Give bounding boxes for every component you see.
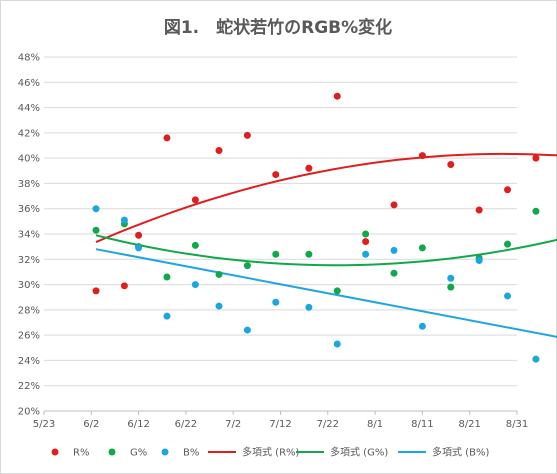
point-R%	[305, 164, 313, 172]
point-R%	[120, 282, 128, 290]
point-B%	[135, 244, 143, 252]
point-G%	[390, 269, 398, 277]
x-tick-label: 8/1	[367, 419, 383, 430]
point-R%	[243, 131, 251, 139]
x-axis-ticks: 5/23 6/2 6/12 6/22 7/2 7/12 7/22 8/1 8/11 8/21 8/3…	[33, 411, 528, 430]
y-tick-label: 20%	[18, 407, 40, 418]
y-tick-label: 32%	[18, 255, 40, 266]
legend: R% G% B% 多項式 (R%) 多項式 (G%) 多項式 (B%)	[51, 446, 489, 459]
point-R%	[418, 152, 426, 160]
point-R%	[191, 196, 199, 204]
point-R%	[135, 231, 143, 239]
trendline-G%	[95, 234, 557, 267]
point-B%	[163, 312, 171, 320]
point-B%	[532, 355, 540, 363]
point-B%	[215, 302, 223, 310]
x-tick-label: 5/23	[33, 419, 55, 430]
point-R%	[333, 92, 341, 100]
point-G%	[305, 250, 313, 258]
point-B%	[362, 250, 370, 258]
point-B%	[475, 257, 483, 265]
x-tick-label: 6/22	[175, 419, 197, 430]
point-G%	[215, 270, 223, 278]
point-R%	[215, 147, 223, 155]
y-tick-label: 40%	[18, 154, 40, 165]
x-tick-label: 8/11	[411, 419, 433, 430]
legend-marker	[108, 448, 116, 456]
point-B%	[333, 340, 341, 348]
y-tick-label: 34%	[18, 230, 40, 241]
point-G%	[163, 273, 171, 281]
y-axis-ticks: 20% 22% 24% 26% 28% 30% 32% 34% 36% 38% 40% 42% 44% 4…	[18, 53, 40, 418]
point-B%	[390, 246, 398, 254]
legend-label: 多項式 (B%)	[432, 446, 489, 459]
x-tick-label: 8/21	[458, 419, 480, 430]
chart-title: 図1. 蛇状若竹のRGB%変化	[164, 17, 392, 38]
point-B%	[191, 281, 199, 289]
point-B%	[305, 303, 313, 311]
legend-label: 多項式 (G%)	[330, 446, 388, 459]
legend-marker	[51, 448, 59, 456]
legend-label: G%	[130, 448, 147, 459]
point-B%	[418, 322, 426, 330]
point-B%	[272, 298, 280, 306]
point-G%	[191, 241, 199, 249]
x-tick-label: 8/31	[506, 419, 528, 430]
point-R%	[163, 134, 171, 142]
point-B%	[92, 205, 100, 213]
point-R%	[272, 171, 280, 179]
point-G%	[447, 283, 455, 291]
y-tick-label: 44%	[18, 103, 40, 114]
point-B%	[447, 274, 455, 282]
trendline-B%	[95, 248, 557, 338]
point-R%	[362, 238, 370, 246]
point-B%	[120, 216, 128, 224]
x-tick-label: 7/22	[317, 419, 339, 430]
y-tick-label: 22%	[18, 381, 40, 392]
y-tick-label: 28%	[18, 305, 40, 316]
point-R%	[92, 287, 100, 295]
data-points	[92, 92, 540, 363]
point-G%	[418, 244, 426, 252]
y-tick-label: 26%	[18, 331, 40, 342]
point-R%	[532, 154, 540, 162]
trendline-R%	[95, 152, 557, 244]
point-R%	[390, 201, 398, 209]
point-B%	[243, 326, 251, 334]
y-tick-label: 36%	[18, 204, 40, 215]
x-tick-label: 7/2	[225, 419, 241, 430]
point-G%	[243, 262, 251, 270]
point-G%	[92, 226, 100, 234]
legend-label: R%	[73, 448, 89, 459]
y-tick-label: 42%	[18, 128, 40, 139]
legend-marker	[161, 448, 169, 456]
point-G%	[504, 240, 512, 248]
legend-label: 多項式 (R%)	[242, 446, 300, 459]
y-tick-label: 24%	[18, 356, 40, 367]
legend-label: B%	[183, 448, 199, 459]
x-tick-label: 6/2	[83, 419, 99, 430]
x-tick-label: 7/12	[269, 419, 291, 430]
trendlines	[95, 152, 557, 338]
point-B%	[504, 292, 512, 300]
point-G%	[272, 250, 280, 258]
y-tick-label: 46%	[18, 78, 40, 89]
x-tick-label: 6/12	[127, 419, 149, 430]
point-G%	[333, 287, 341, 295]
point-R%	[475, 206, 483, 214]
y-tick-label: 48%	[18, 53, 40, 64]
point-R%	[504, 186, 512, 194]
point-R%	[447, 160, 455, 168]
y-tick-label: 38%	[18, 179, 40, 190]
point-G%	[362, 230, 370, 238]
point-G%	[532, 207, 540, 215]
y-tick-label: 30%	[18, 280, 40, 291]
